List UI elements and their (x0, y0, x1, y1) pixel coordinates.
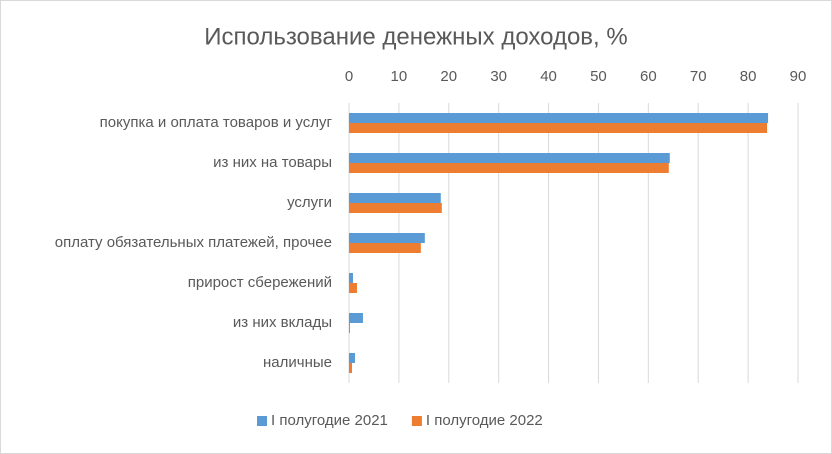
bar (349, 113, 769, 123)
legend-marker (257, 416, 267, 426)
x-tick-label: 0 (345, 68, 353, 85)
bar (349, 323, 350, 333)
x-tick-label: 30 (490, 68, 507, 85)
legend-label: I полугодие 2021 (271, 412, 388, 429)
bar (349, 363, 352, 373)
chart-title: Использование денежных доходов, % (204, 23, 627, 50)
bar (349, 233, 425, 243)
x-tick-label: 50 (590, 68, 607, 85)
x-tick-label: 80 (740, 68, 757, 85)
y-tick-label: из них вклады (233, 314, 332, 331)
x-tick-label: 60 (640, 68, 657, 85)
y-tick-label: из них на товары (213, 154, 332, 171)
legend-label: I полугодие 2022 (426, 412, 543, 429)
bar (349, 193, 441, 203)
y-tick-label: прирост сбережений (188, 274, 332, 291)
y-tick-label: наличные (263, 354, 332, 371)
bar (349, 273, 353, 283)
legend-marker (411, 416, 422, 426)
x-tick-label: 40 (540, 68, 557, 85)
bar (349, 283, 357, 293)
bar (349, 203, 442, 213)
x-tick-label: 90 (790, 68, 807, 85)
y-tick-label: оплату обязательных платежей, прочее (55, 234, 332, 251)
x-tick-label: 70 (690, 68, 707, 85)
bar (349, 153, 670, 163)
x-tick-label: 20 (440, 68, 457, 85)
bar (349, 123, 768, 133)
bar (349, 243, 421, 253)
bar (349, 313, 363, 323)
bar (349, 353, 355, 363)
x-tick-label: 10 (391, 68, 408, 85)
y-tick-label: услуги (287, 194, 332, 211)
y-tick-label: покупка и оплата товаров и услуг (100, 114, 333, 131)
bar (349, 163, 669, 173)
